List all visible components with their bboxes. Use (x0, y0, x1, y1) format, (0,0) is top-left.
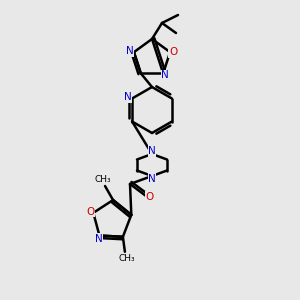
Text: CH₃: CH₃ (118, 254, 135, 263)
Text: N: N (161, 70, 169, 80)
Text: CH₃: CH₃ (95, 175, 111, 184)
Text: O: O (146, 192, 154, 202)
Text: O: O (86, 207, 94, 217)
Text: N: N (148, 174, 156, 184)
Text: N: N (124, 92, 132, 103)
Text: N: N (126, 46, 134, 56)
Text: O: O (169, 47, 177, 57)
Text: N: N (148, 146, 156, 156)
Text: N: N (94, 233, 102, 244)
